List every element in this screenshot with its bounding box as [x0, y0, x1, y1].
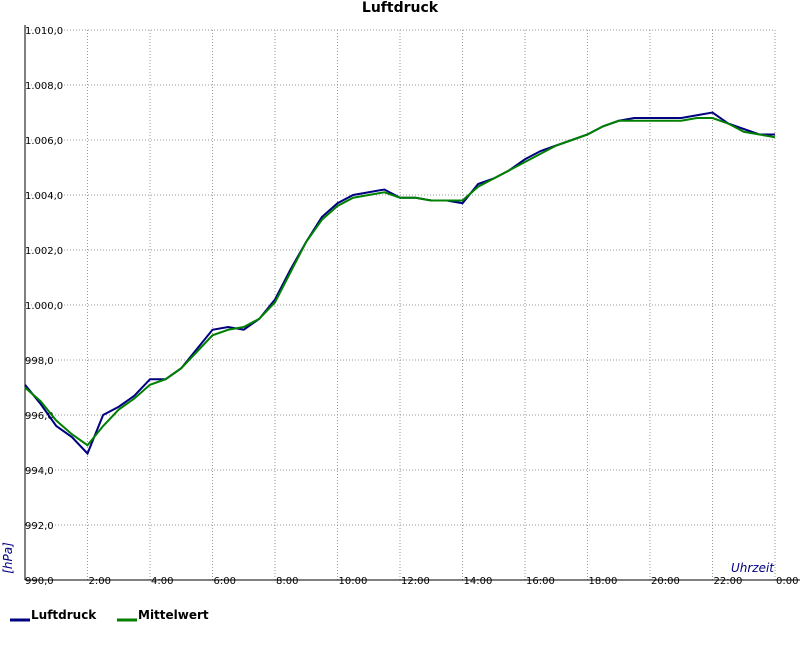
x-tick-label: 12:00 — [401, 576, 430, 587]
y-axis-label: [hPa] — [1, 542, 15, 574]
y-tick-label: 1.008,0 — [25, 81, 63, 92]
y-tick-label: 990,0 — [25, 576, 54, 587]
x-tick-label: 8:00 — [276, 576, 298, 587]
x-axis-label: Uhrzeit — [731, 561, 775, 575]
x-tick-label: 20:00 — [651, 576, 680, 587]
y-tick-label: 1.010,0 — [25, 26, 63, 37]
x-tick-label: 6:00 — [214, 576, 236, 587]
y-tick-label: 998,0 — [25, 356, 54, 367]
y-tick-label: 996,0 — [25, 411, 54, 422]
x-tick-label: 14:00 — [464, 576, 493, 587]
x-tick-label: 22:00 — [714, 576, 743, 587]
x-tick-label: 4:00 — [151, 576, 173, 587]
legend-label: Luftdruck — [31, 608, 97, 622]
x-tick-label: 18:00 — [589, 576, 618, 587]
y-tick-label: 1.000,0 — [25, 301, 63, 312]
data-line — [24, 117, 776, 447]
chart-title: Luftdruck — [362, 0, 439, 16]
x-tick-label: 10:00 — [339, 576, 368, 587]
y-tick-label: 1.004,0 — [25, 191, 63, 202]
x-tick-label: 0:00 — [776, 576, 798, 587]
x-tick-label: 2:00 — [89, 576, 111, 587]
legend-label: Mittelwert — [138, 608, 209, 622]
y-tick-label: 994,0 — [25, 466, 54, 477]
y-tick-label: 992,0 — [25, 521, 54, 532]
x-tick-label: 16:00 — [526, 576, 555, 587]
y-tick-label: 1.006,0 — [25, 136, 63, 147]
y-tick-label: 1.002,0 — [25, 246, 63, 257]
